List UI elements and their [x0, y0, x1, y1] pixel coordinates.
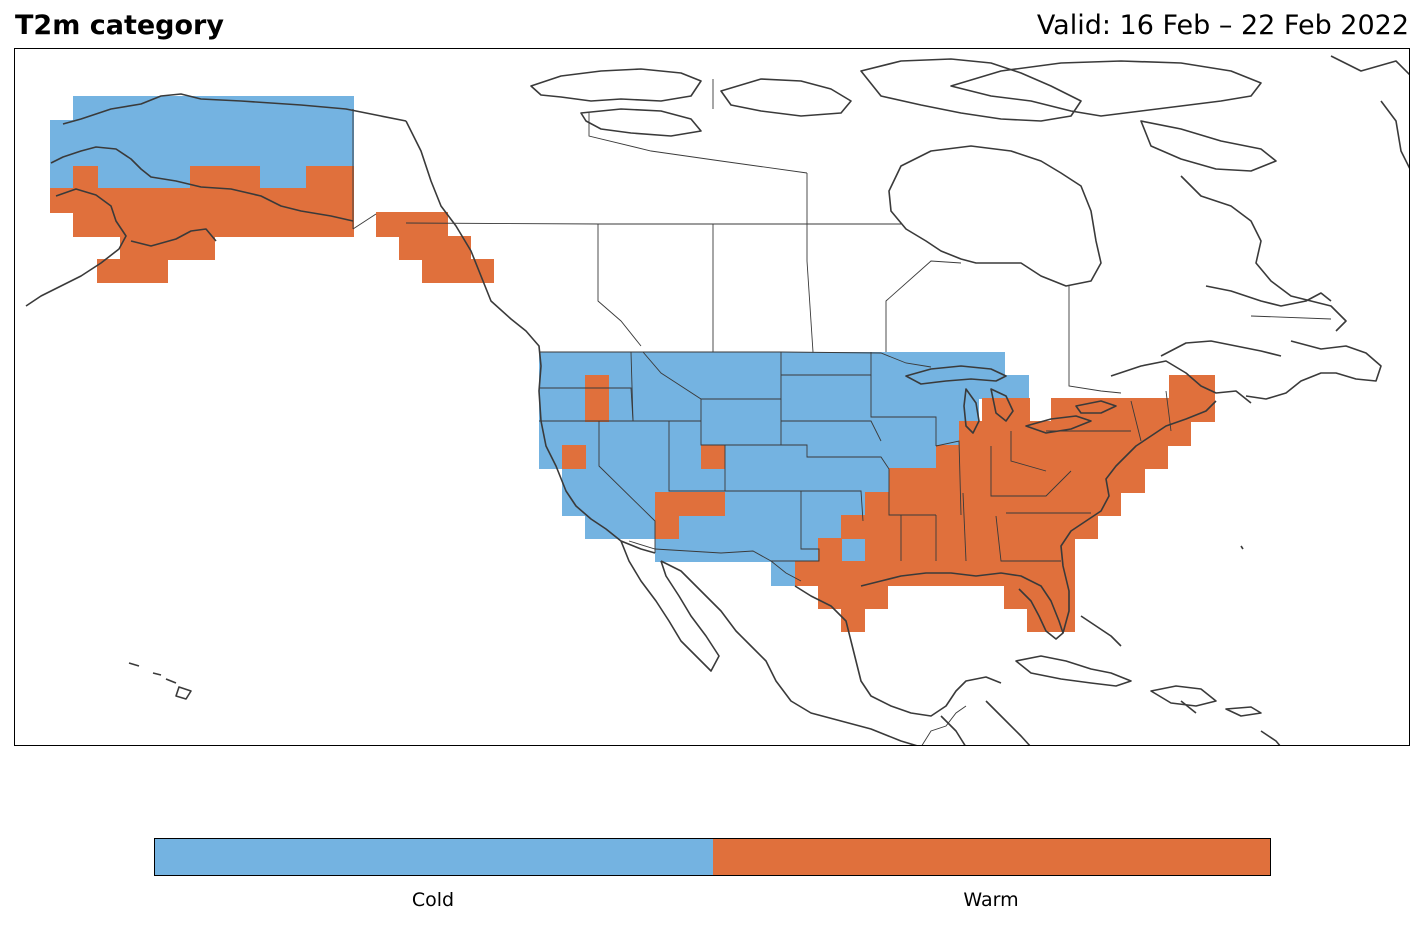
valid-period: Valid: 16 Feb – 22 Feb 2022 — [1036, 10, 1409, 41]
map-panel — [14, 48, 1410, 746]
colorbar-warm-segment — [712, 839, 1270, 875]
colorbar — [154, 838, 1271, 876]
political-borders — [352, 79, 1332, 745]
map-title: T2m category — [15, 10, 224, 41]
colorbar-label-cold: Cold — [411, 889, 455, 911]
colorbar-cold-segment — [155, 839, 713, 875]
map-canvas — [25, 55, 1409, 745]
coastlines — [25, 55, 1409, 745]
conus-warm-cells — [562, 375, 1215, 632]
colorbar-label-warm: Warm — [963, 889, 1019, 911]
alaska-warm-cells — [50, 166, 494, 283]
conus-cold-cells — [539, 352, 1029, 586]
